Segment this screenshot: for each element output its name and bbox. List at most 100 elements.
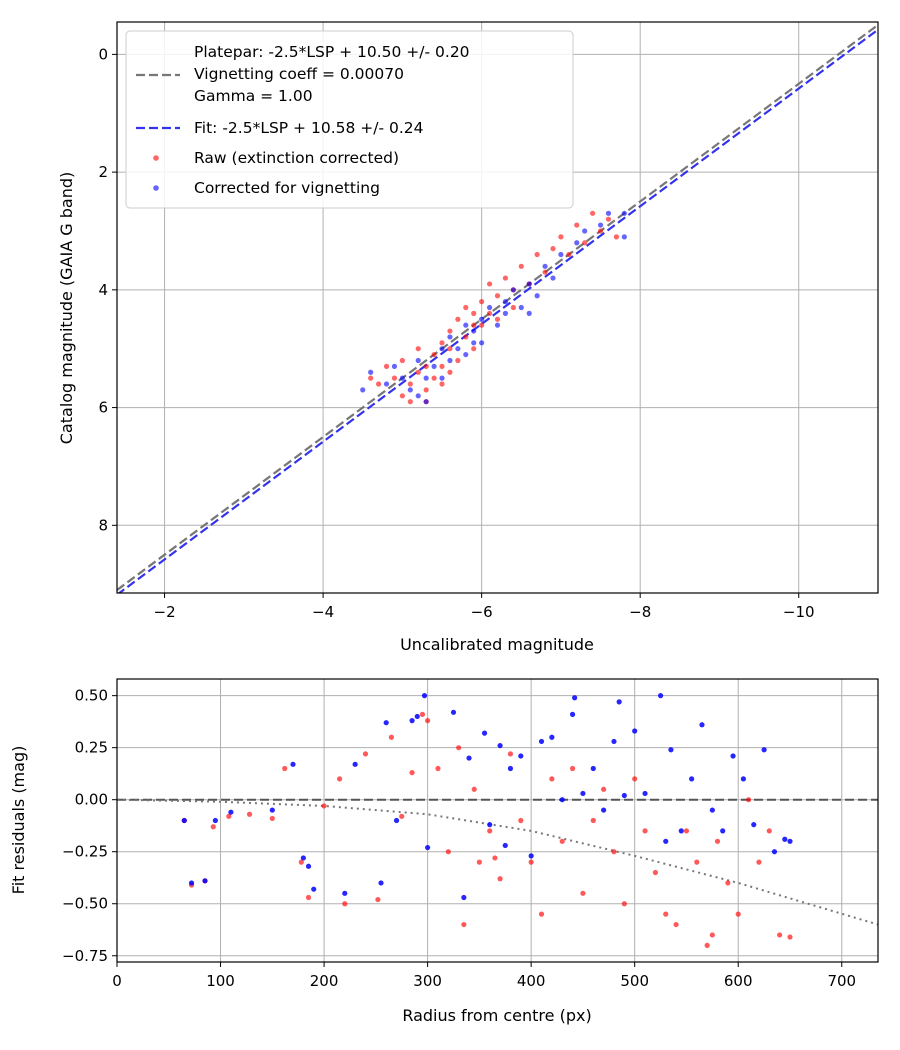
- point-corrected: [642, 790, 648, 797]
- point-raw: [423, 363, 429, 369]
- point-corrected: [572, 695, 578, 701]
- point-corrected: [393, 817, 400, 824]
- point-raw: [471, 310, 477, 316]
- point-raw: [582, 240, 588, 246]
- point-raw: [383, 363, 390, 369]
- point-corrected: [466, 755, 472, 761]
- point-corrected: [502, 310, 509, 316]
- point-raw: [375, 381, 382, 387]
- point-corrected: [352, 761, 358, 767]
- point-corrected: [621, 234, 627, 240]
- vignetting-curve: [117, 798, 878, 926]
- point-corrected: [621, 210, 627, 216]
- point-raw: [476, 859, 482, 865]
- point-raw: [439, 340, 445, 346]
- point-corrected: [479, 316, 485, 322]
- point-corrected: [487, 822, 493, 828]
- point-raw: [479, 322, 485, 328]
- y-axis-label-bottom: Fit residuals (mag): [9, 746, 28, 895]
- point-corrected: [481, 730, 488, 736]
- point-corrected: [461, 894, 467, 901]
- point-corrected: [528, 853, 534, 859]
- point-raw: [269, 815, 275, 822]
- point-corrected: [534, 293, 540, 299]
- point-corrected: [497, 742, 503, 749]
- point-corrected: [782, 836, 788, 842]
- point-raw: [642, 828, 648, 834]
- point-raw: [439, 363, 445, 369]
- point-corrected: [447, 357, 453, 364]
- point-raw: [487, 828, 493, 834]
- point-corrected: [550, 275, 556, 281]
- point-raw: [463, 334, 469, 340]
- y-tick-label: 4: [98, 281, 108, 299]
- point-corrected: [378, 880, 384, 886]
- point-corrected: [751, 822, 757, 828]
- point-corrected: [212, 817, 218, 824]
- point-raw: [558, 234, 564, 240]
- legend-fit-label: Fit: -2.5*LSP + 10.58 +/- 0.24: [194, 119, 424, 137]
- point-raw: [479, 299, 485, 305]
- y-tick-label: 6: [98, 399, 108, 417]
- point-corrected: [269, 807, 275, 813]
- point-raw: [486, 310, 493, 316]
- ticks-bottom: 0 100 200 300 400 500 600 700 0.50 0.25 0.00 −0.25 −…: [62, 687, 856, 990]
- legend: Platepar: -2.5*LSP + 10.50 +/- 0.20 Vign…: [125, 30, 574, 209]
- point-corrected: [632, 728, 638, 734]
- point-corrected: [663, 838, 669, 844]
- point-corrected: [569, 711, 576, 717]
- point-corrected: [181, 817, 187, 824]
- y-tick-label: −0.50: [62, 895, 108, 913]
- point-raw: [683, 828, 690, 834]
- x-tick-label: 300: [413, 972, 442, 990]
- point-corrected: [202, 878, 208, 884]
- x-tick-label: 0: [112, 972, 122, 990]
- point-corrected: [409, 718, 415, 724]
- point-corrected: [558, 251, 564, 258]
- point-raw: [714, 838, 721, 844]
- x-tick-label: 400: [517, 972, 546, 990]
- point-raw: [447, 369, 453, 375]
- point-corrected: [463, 351, 469, 358]
- point-raw: [471, 322, 477, 328]
- point-corrected: [423, 399, 429, 405]
- point-corrected: [188, 880, 195, 886]
- y-tick-label: 0.50: [75, 687, 108, 705]
- point-corrected: [730, 753, 736, 759]
- y-tick-label: 0.25: [75, 739, 108, 757]
- point-corrected: [668, 747, 674, 753]
- legend-corrected-label: Corrected for vignetting: [194, 179, 380, 197]
- point-raw: [613, 234, 620, 240]
- x-axis-label-bottom: Radius from centre (px): [402, 1006, 591, 1025]
- point-raw: [534, 251, 540, 258]
- point-raw: [574, 222, 580, 228]
- point-raw: [407, 381, 413, 387]
- point-corrected: [510, 287, 516, 293]
- point-corrected: [574, 240, 580, 246]
- point-raw: [388, 734, 394, 740]
- point-raw: [342, 901, 348, 907]
- point-corrected: [228, 809, 234, 815]
- point-raw: [663, 911, 669, 917]
- point-corrected: [447, 334, 453, 340]
- point-corrected: [455, 346, 461, 352]
- point-corrected: [391, 363, 398, 369]
- point-corrected: [580, 790, 586, 797]
- x-tick-label: −2: [154, 603, 176, 621]
- point-raw: [694, 859, 700, 865]
- x-tick-label: −8: [629, 603, 651, 621]
- point-corrected: [423, 375, 429, 381]
- plot-frame-top: [116, 21, 879, 594]
- point-raw: [787, 934, 793, 940]
- point-raw: [435, 765, 441, 772]
- legend-platepar-line1: Platepar: -2.5*LSP + 10.50 +/- 0.20: [194, 43, 470, 61]
- point-corrected: [368, 369, 374, 375]
- point-raw: [399, 357, 405, 364]
- point-raw: [510, 304, 516, 311]
- point-raw: [362, 751, 369, 757]
- point-corrected: [414, 713, 420, 720]
- x-tick-label: 600: [724, 972, 753, 990]
- point-raw: [431, 351, 437, 358]
